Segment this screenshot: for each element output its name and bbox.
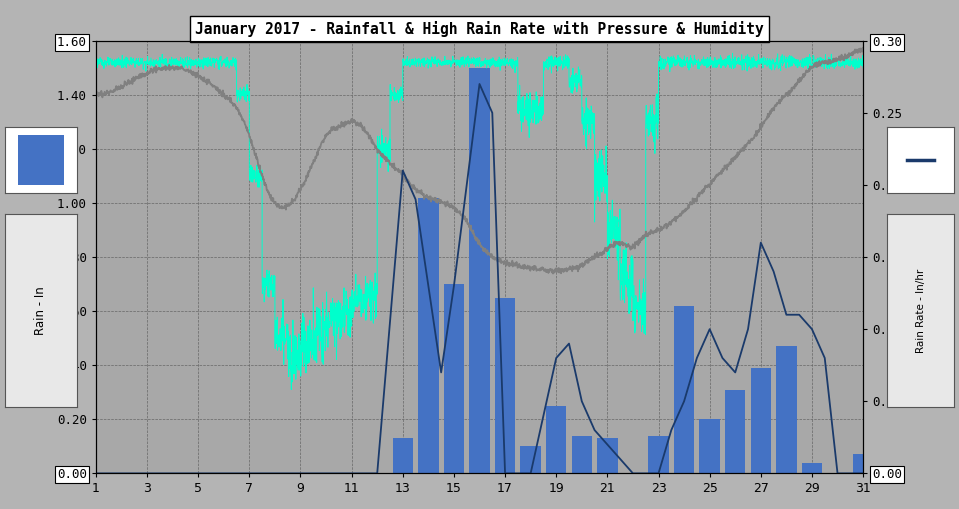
Bar <box>444 284 464 473</box>
Bar <box>674 306 694 473</box>
Text: Rain - In: Rain - In <box>35 286 47 335</box>
Bar <box>469 68 490 473</box>
Bar <box>392 438 413 473</box>
Bar <box>802 463 822 473</box>
Bar <box>521 446 541 473</box>
Bar <box>751 368 771 473</box>
Bar <box>648 436 668 473</box>
Text: Rain Rate - In/hr: Rain Rate - In/hr <box>916 268 925 353</box>
Bar <box>546 406 567 473</box>
Bar <box>853 455 874 473</box>
Bar <box>495 298 515 473</box>
Bar <box>776 346 797 473</box>
Bar <box>699 419 720 473</box>
Title: January 2017 - Rainfall & High Rain Rate with Pressure & Humidity: January 2017 - Rainfall & High Rain Rate… <box>195 21 764 37</box>
Bar <box>418 197 438 473</box>
Bar <box>597 438 618 473</box>
Bar <box>17 135 63 185</box>
Bar <box>572 436 592 473</box>
Bar <box>725 389 745 473</box>
